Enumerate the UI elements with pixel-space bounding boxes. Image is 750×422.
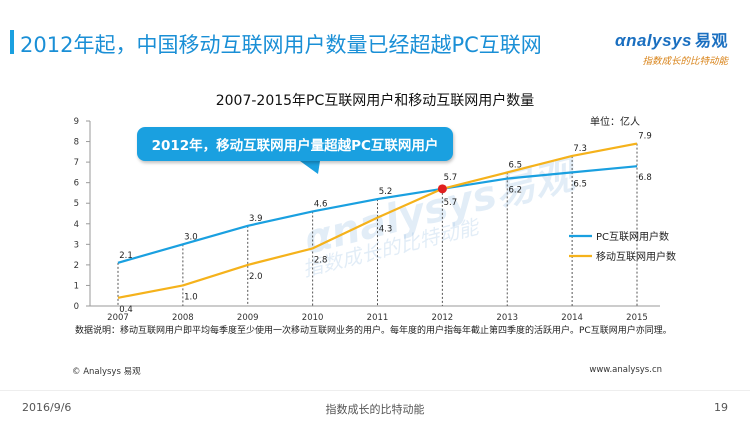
- mobile-data-label: 7.3: [573, 144, 587, 154]
- x-tick-label: 2009: [237, 313, 259, 323]
- x-tick-label: 2015: [626, 313, 648, 323]
- logo-text: nalysys: [626, 31, 692, 50]
- y-tick-label: 6: [74, 179, 79, 189]
- x-tick-label: 2007: [107, 313, 129, 323]
- pc-data-label: 6.2: [508, 186, 522, 196]
- chart-title: 2007-2015年PC互联网用户和移动互联网用户数量: [215, 93, 535, 109]
- mobile-data-label: 2.0: [249, 272, 263, 282]
- y-tick-label: 0: [74, 302, 79, 312]
- y-tick-label: 1: [74, 281, 79, 291]
- mobile-data-label: 5.7: [444, 173, 458, 183]
- mobile-data-label: 2.8: [314, 255, 328, 265]
- analysys-logo: αnalysys 易观 指数成长的比特动能: [615, 27, 728, 67]
- y-tick-label: 4: [74, 220, 79, 230]
- copyright: © Analysys 易观: [72, 367, 141, 377]
- y-tick-label: 9: [74, 117, 79, 127]
- logo-wordmark: αnalysys 易观: [615, 27, 728, 51]
- logo-cn-text: 易观: [694, 33, 728, 50]
- x-tick-label: 2010: [302, 313, 324, 323]
- page-number: 19: [714, 401, 728, 414]
- callout-bubble: 2012年，移动互联网用户量超越PC互联网用户: [137, 127, 453, 161]
- pc-data-label: 6.8: [638, 173, 652, 183]
- legend-label-pc: PC互联网用户数: [596, 230, 669, 243]
- y-tick-label: 3: [74, 240, 79, 250]
- mobile-data-label: 6.5: [508, 160, 522, 170]
- mobile-data-label: 7.9: [638, 132, 652, 142]
- y-tick-label: 5: [74, 199, 79, 209]
- title-accent-bar: [10, 30, 14, 54]
- data-note: 数据说明：移动互联网用户即平均每季度至少使用一次移动互联网业务的用户。每年度的用…: [75, 326, 672, 336]
- x-tick-label: 2013: [496, 313, 518, 323]
- y-tick-label: 8: [74, 138, 79, 148]
- slide-title: 2012年起，中国移动互联网用户数量已经超越PC互联网: [20, 33, 542, 57]
- mobile-data-label: 0.4: [119, 305, 133, 315]
- x-tick-label: 2012: [432, 313, 454, 323]
- x-tick-label: 2011: [367, 313, 389, 323]
- pc-data-label: 6.5: [573, 179, 587, 189]
- mobile-data-label: 1.0: [184, 292, 198, 302]
- y-tick-label: 7: [74, 158, 79, 168]
- x-tick-label: 2014: [561, 313, 583, 323]
- callout-text: 2012年，移动互联网用户量超越PC互联网用户: [151, 138, 439, 154]
- pc-data-label: 4.6: [314, 199, 328, 209]
- pc-data-label: 5.7: [444, 198, 458, 208]
- footer-slogan: 指数成长的比特动能: [325, 403, 425, 416]
- pc-data-label: 2.1: [119, 251, 133, 261]
- footer-date: 2016/9/6: [22, 401, 72, 414]
- pc-data-label: 5.2: [379, 187, 393, 197]
- logo-a-icon: α: [615, 31, 627, 50]
- legend-label-mobile: 移动互联网用户数: [596, 250, 676, 263]
- mobile-data-label: 4.3: [379, 225, 393, 235]
- unit-label: 单位：亿人: [590, 117, 640, 128]
- pc-series-line: [117, 165, 638, 264]
- callout-pointer: [300, 161, 320, 174]
- y-tick-label: 2: [74, 261, 79, 271]
- x-tick-label: 2008: [172, 313, 194, 323]
- mobile-series-line: [117, 142, 638, 299]
- crossover-point: [437, 184, 447, 194]
- footer-divider: [0, 390, 750, 391]
- website: www.analysys.cn: [589, 365, 662, 375]
- logo-tagline: 指数成长的比特动能: [642, 56, 728, 67]
- pc-data-label: 3.9: [249, 214, 263, 224]
- pc-data-label: 3.0: [184, 232, 198, 242]
